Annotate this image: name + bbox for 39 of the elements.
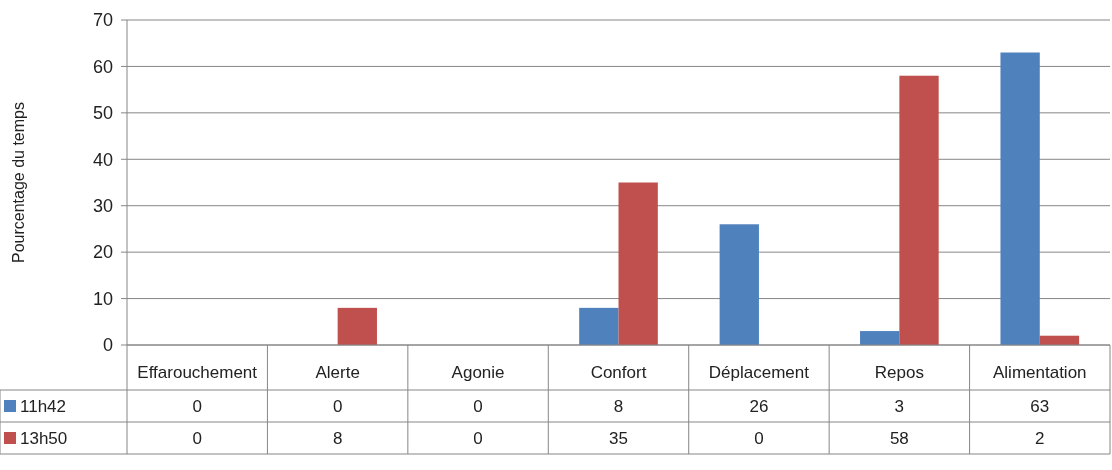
x-tick-label: Repos [874, 363, 924, 382]
y-tick-label: 10 [92, 288, 113, 309]
data-label: 2 [1035, 428, 1045, 448]
legend-label: 11h42 [20, 396, 67, 416]
y-tick-label: 60 [92, 56, 113, 77]
y-tick-label: 0 [102, 335, 113, 356]
legend-label: 13h50 [20, 428, 68, 448]
bar [337, 307, 377, 345]
data-label: 0 [192, 428, 202, 448]
data-label: 0 [332, 396, 343, 416]
x-tick-label: Effarouchement [137, 363, 258, 382]
bar [899, 75, 939, 345]
data-label: 8 [613, 396, 624, 416]
y-tick-label: 20 [92, 242, 113, 263]
x-tick-label: Agonie [451, 363, 505, 382]
bar [618, 182, 658, 345]
data-label: 3 [894, 396, 905, 416]
x-tick-label: Confort [590, 363, 647, 382]
y-tick-label: 30 [92, 196, 113, 217]
y-tick-label: 50 [92, 103, 113, 124]
x-tick-label: Alimentation [993, 363, 1087, 382]
data-label: 58 [889, 428, 909, 448]
y-axis-title: Pourcentage du temps [10, 102, 27, 263]
data-label: 8 [332, 428, 343, 448]
data-label: 0 [473, 428, 483, 448]
y-tick-label: 70 [92, 10, 113, 31]
x-tick-label: Déplacement [708, 363, 810, 382]
data-label: 63 [1030, 396, 1050, 416]
x-tick-label: Alerte [315, 363, 360, 382]
data-label: 0 [192, 396, 202, 416]
data-label: 0 [473, 396, 483, 416]
bar [579, 307, 619, 345]
bar [719, 224, 759, 345]
data-label: 26 [749, 396, 769, 416]
bar [860, 331, 900, 345]
data-label: 0 [754, 428, 764, 448]
data-label: 35 [609, 428, 628, 448]
y-tick-label: 40 [92, 149, 113, 170]
bar [1000, 52, 1040, 345]
